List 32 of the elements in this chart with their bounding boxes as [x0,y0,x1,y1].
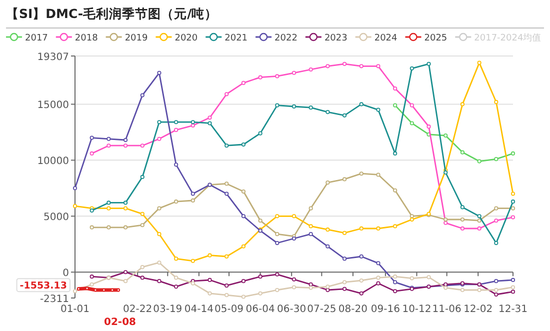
legend-label: 2022 [274,34,298,44]
chart-title: 【SI】DMC-毛利润季节图（元/吨） [6,6,218,21]
text: 02-08 [104,317,136,328]
legend-label: 2019 [124,34,148,44]
x-tick-label: 07-25 [307,304,336,315]
y-tick-label: 15000 [37,100,69,112]
legend-label: 2024 [374,34,398,44]
x-tick-label: 02-22 [123,304,152,315]
x-tick-label: 09-16 [370,304,400,315]
x-tick-label: 05-09 [214,304,244,315]
legend-label: 2021 [224,34,248,44]
legend-label: 2017 [25,34,48,44]
x-tick-label: 06-30 [277,304,306,315]
y-tick-label: 10000 [37,156,69,168]
text: -1553.13 [20,280,67,292]
x-tick-label: 03-19 [153,304,182,315]
legend-label: 2020 [174,34,198,44]
x-tick-label: 12-02 [464,304,493,315]
x-tick-label: 11-06 [432,304,462,315]
x-tick-label: 12-31 [498,304,528,315]
legend-label: 2023 [324,34,348,44]
x-tick-label: 04-14 [184,304,214,315]
y-tick-label: 5000 [44,212,69,224]
x-tick-label: 08-20 [338,304,368,315]
y-tick-label: 0 [62,268,69,280]
legend-label: 2025 [424,34,448,44]
x-tick-label: 01-01 [60,304,90,315]
y-tick-label: -2311 [40,294,69,305]
x-tick-label: 10-12 [402,304,432,315]
x-tick-label: 06-04 [246,304,275,315]
legend-label: 2018 [74,34,98,44]
y-tick-label: 19307 [37,52,69,63]
